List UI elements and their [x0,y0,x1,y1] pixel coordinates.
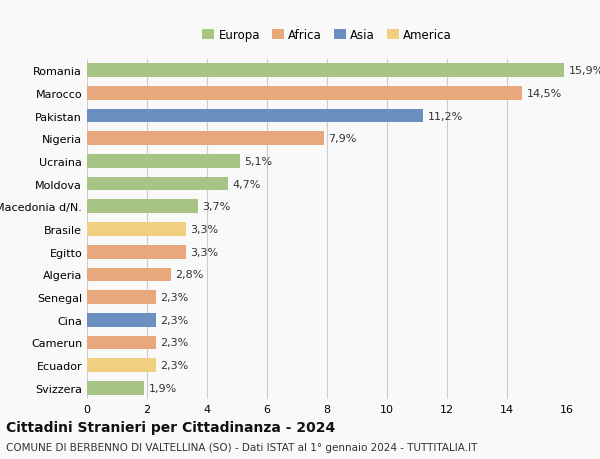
Text: COMUNE DI BERBENNO DI VALTELLINA (SO) - Dati ISTAT al 1° gennaio 2024 - TUTTITAL: COMUNE DI BERBENNO DI VALTELLINA (SO) - … [6,442,478,452]
Text: 7,9%: 7,9% [329,134,357,144]
Bar [87,313,156,327]
Bar [87,223,186,236]
Bar [87,87,522,101]
Text: Cittadini Stranieri per Cittadinanza - 2024: Cittadini Stranieri per Cittadinanza - 2… [6,420,335,434]
Bar [87,246,186,259]
Text: 2,8%: 2,8% [176,270,204,280]
Text: 4,7%: 4,7% [233,179,261,189]
Bar [87,291,156,304]
Text: 2,3%: 2,3% [161,338,189,348]
Text: 2,3%: 2,3% [161,315,189,325]
Bar [87,200,198,213]
Text: 3,3%: 3,3% [191,247,218,257]
Text: 3,7%: 3,7% [203,202,231,212]
Bar [87,336,156,349]
Bar [87,381,144,395]
Text: 2,3%: 2,3% [161,360,189,370]
Bar [87,268,171,281]
Legend: Europa, Africa, Asia, America: Europa, Africa, Asia, America [197,25,457,47]
Bar [87,110,423,123]
Text: 3,3%: 3,3% [191,224,218,235]
Text: 1,9%: 1,9% [149,383,177,393]
Bar [87,178,228,191]
Bar [87,155,240,168]
Text: 15,9%: 15,9% [569,66,600,76]
Bar [87,132,324,146]
Bar [87,358,156,372]
Bar [87,64,564,78]
Text: 5,1%: 5,1% [245,157,272,167]
Text: 2,3%: 2,3% [161,292,189,302]
Text: 11,2%: 11,2% [427,111,463,121]
Text: 14,5%: 14,5% [527,89,562,99]
